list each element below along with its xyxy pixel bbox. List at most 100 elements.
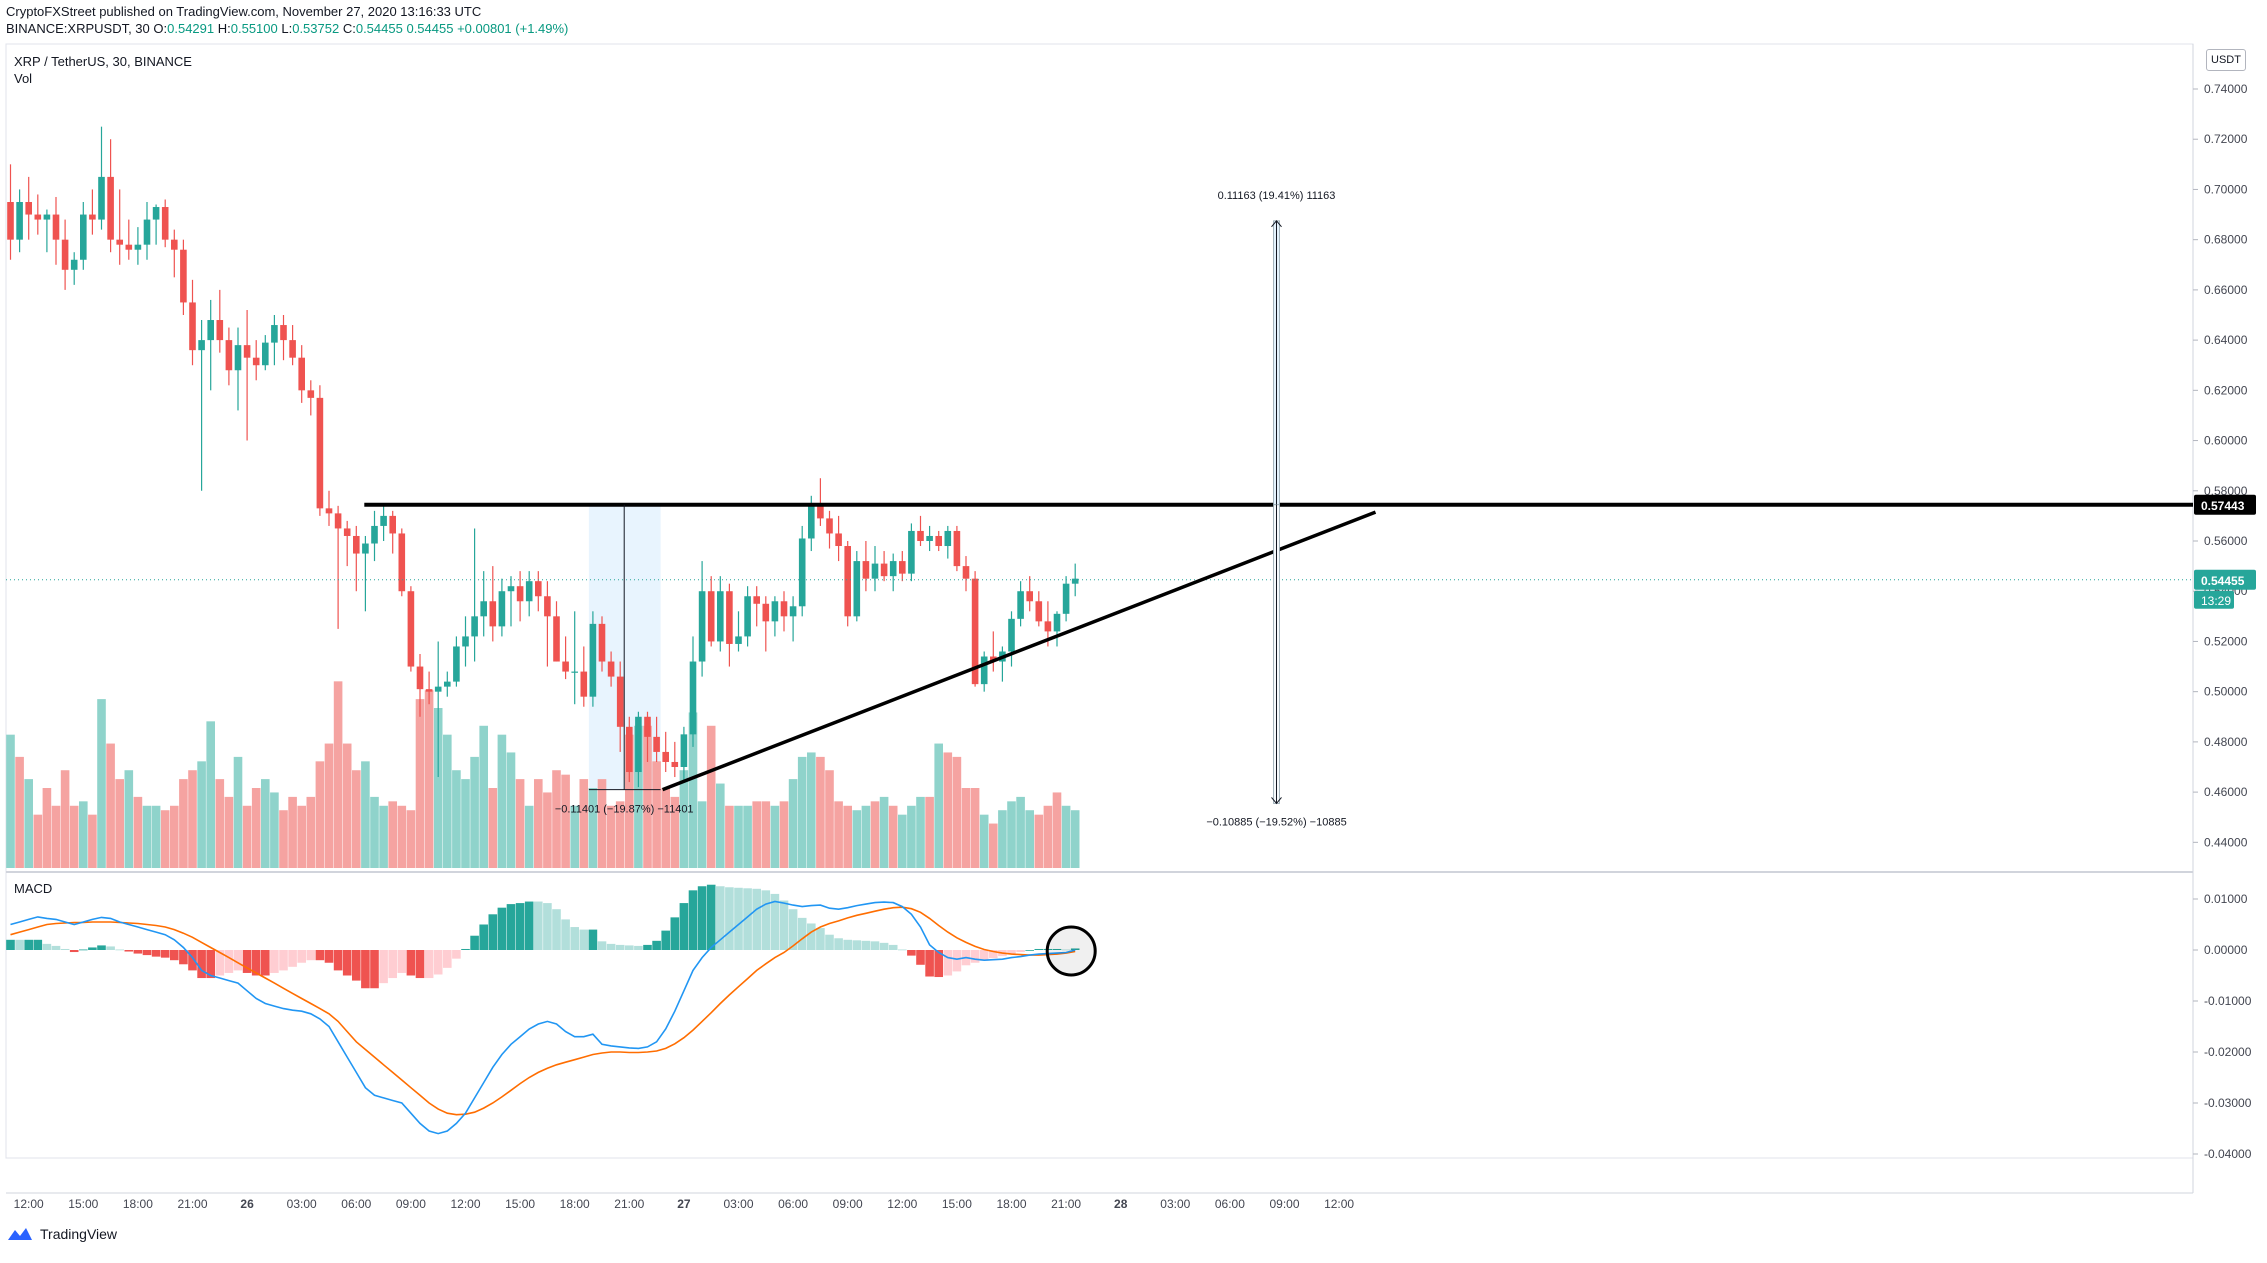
macd-hist-bar [561,919,570,950]
volume-bar [1007,801,1016,868]
volume-bar [397,805,407,868]
macd-hist-bar [907,950,916,956]
macd-hist-bar [133,950,143,954]
candle-body [16,201,23,240]
time-tick-label: 18:00 [123,1197,153,1211]
macd-hist-bar [15,939,24,950]
volume-bar [424,690,434,868]
candle-body [25,201,32,215]
volume-bar [788,779,798,868]
candle-body [817,505,824,519]
volume-bar [761,801,771,868]
candle-body [161,207,169,240]
currency-button[interactable]: USDT [2206,49,2246,71]
candle-body [1035,601,1043,622]
macd-hist-bar [315,950,325,961]
candle-body [562,661,569,672]
volume-bar [625,734,634,868]
volume-bar [943,752,953,868]
candle-body [1062,583,1070,614]
macd-hist-bar [288,950,297,967]
time-tick-label: 18:00 [996,1197,1026,1211]
macd-hist-bar [643,944,652,950]
footer-brand[interactable]: TradingView [6,1226,117,1242]
macd-tick-label: 0.00000 [2204,943,2248,957]
candle-body [298,357,305,391]
macd-hist-bar [898,949,907,951]
candle-body [635,716,642,773]
macd-hist-bar [970,950,980,963]
chart-title[interactable]: XRP / TetherUS, 30, BINANCE [14,54,192,69]
candle-body [189,302,196,351]
volume-bar [333,681,343,868]
volume-bar [961,788,971,868]
candle-body [7,201,14,240]
candle-body [535,581,542,597]
candle-body [626,726,633,773]
volume-bar [570,805,579,868]
low-value: 0.53752 [292,21,340,36]
volume-bar [606,805,616,868]
macd-hist-bar [297,950,306,963]
macd-hist-bar [33,939,43,950]
drop-measure-label: −0.11401 (−19.87%) −11401 [555,804,694,816]
candle-body [580,671,588,697]
candle-body [61,239,69,270]
volume-bar [697,801,707,868]
volume-bar [206,721,215,868]
volume-bar [188,770,197,868]
candle-body [1053,613,1061,632]
volume-bar [361,761,370,868]
macd-hist-bar [816,928,825,950]
volume-bar [825,770,834,868]
macd-hist-bar [597,941,607,950]
price-tick-label: 0.64000 [2204,333,2248,347]
candle-body [735,636,742,644]
volume-bar [279,810,288,868]
candle-body [935,535,942,547]
volume-bar [1052,792,1062,868]
macd-hist-bar [1061,949,1071,951]
macd-hist-bar [716,886,725,950]
macd-hist-bar [233,950,243,971]
macd-hist-bar [142,950,152,956]
price-tick-label: 0.66000 [2204,283,2248,297]
resistance-price-tag-box [2194,494,2256,515]
volume-bar [379,805,388,868]
candle-body [598,623,606,662]
macd-hist-bar [379,950,388,984]
macd-hist-bar [42,943,52,950]
low-label: L: [281,21,293,36]
volume-bar [1061,805,1071,868]
candle-body [334,513,342,529]
candle-body [653,736,660,752]
macd-label[interactable]: MACD [14,881,53,896]
macd-hist-bar [888,944,898,950]
volume-bar [925,796,934,868]
macd-hist-bar [361,950,370,989]
volume-bar [170,805,179,868]
candle-body [353,535,360,554]
macd-tick-label: -0.01000 [2204,994,2252,1008]
macd-hist-bar [160,950,170,958]
candle-body [726,591,733,644]
volume-bar [406,810,416,868]
macd-hist-bar [461,948,470,950]
macd-hist-bar [679,903,689,950]
macd-hist-bar [807,923,816,950]
macd-hist-bar [515,903,525,950]
candle-body [243,345,251,358]
volume-bar [115,779,124,868]
price-tick-label: 0.48000 [2204,735,2248,749]
candle-body [80,214,87,260]
volume-bar [297,805,306,868]
symbol-label: BINANCE:XRPUSDT, 30 [6,21,150,36]
volume-bar [370,796,379,868]
candle-body [70,259,78,270]
volume-label[interactable]: Vol [14,71,33,86]
candle-body [962,566,970,579]
candle-body [480,601,487,617]
candle-body [680,734,688,767]
candle-body [862,561,870,579]
